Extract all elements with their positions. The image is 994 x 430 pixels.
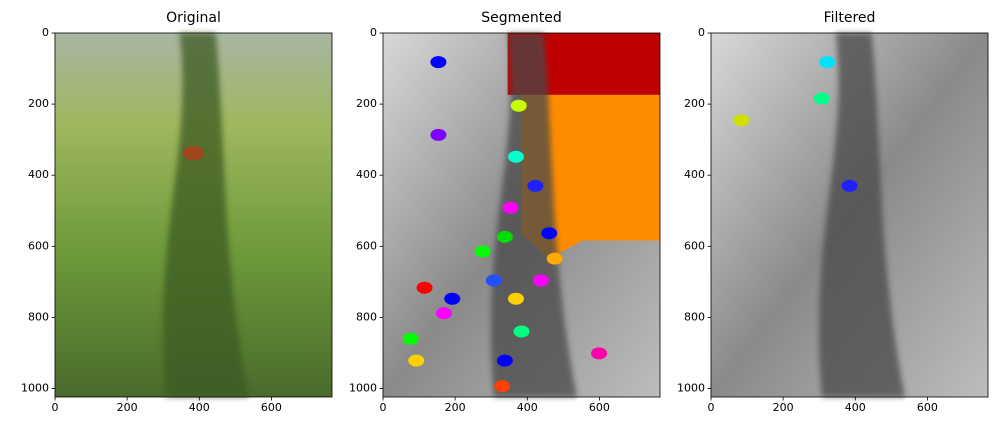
segment-blob <box>430 128 447 141</box>
y-tick-label: 400 <box>356 168 377 181</box>
y-tick-label: 800 <box>356 310 377 323</box>
y-tick-label: 0 <box>370 26 377 39</box>
x-tick-label: 600 <box>589 401 610 414</box>
x-tick-label: 200 <box>773 401 794 414</box>
segment-blob <box>541 227 558 240</box>
x-tick-label: 200 <box>117 401 138 414</box>
y-tick-label: 0 <box>42 26 49 39</box>
segment-blob <box>402 332 419 345</box>
x-tick-label: 600 <box>917 401 938 414</box>
x-tick-label: 600 <box>261 401 282 414</box>
segment-blob <box>813 92 830 105</box>
segment-blob <box>408 354 425 367</box>
y-tick-label: 400 <box>28 168 49 181</box>
segment-blob <box>527 179 544 192</box>
segment-blob <box>502 201 519 214</box>
axes-frame <box>54 32 333 398</box>
segment-blob <box>496 354 513 367</box>
segment-blob <box>841 179 858 192</box>
y-tick-label: 200 <box>28 97 49 110</box>
segment-blob <box>496 230 513 243</box>
segment-blob <box>513 325 530 338</box>
segment-blob <box>591 347 608 360</box>
segment-blob <box>435 307 452 320</box>
plant <box>162 33 249 397</box>
panel-title: Segmented <box>481 10 562 26</box>
y-tick-label: 200 <box>684 97 705 110</box>
x-tick-label: 400 <box>845 401 866 414</box>
segment-blob <box>444 292 461 305</box>
image-panel <box>383 33 660 397</box>
panel-title: Original <box>166 10 221 26</box>
y-tick-label: 800 <box>684 310 705 323</box>
y-tick-label: 600 <box>356 239 377 252</box>
x-tick-label: 200 <box>445 401 466 414</box>
segment-blob <box>416 281 433 294</box>
x-tick-label: 0 <box>708 401 715 414</box>
y-tick-label: 1000 <box>677 381 705 394</box>
segment-blob <box>494 380 511 393</box>
x-tick-label: 0 <box>52 401 59 414</box>
segment-region <box>521 94 660 259</box>
x-tick-label: 400 <box>517 401 538 414</box>
y-tick-label: 1000 <box>349 381 377 394</box>
segment-blob <box>507 150 524 163</box>
segment-blob <box>507 292 524 305</box>
segment-blob <box>733 114 750 127</box>
y-tick-label: 800 <box>28 310 49 323</box>
plant <box>818 33 905 397</box>
segment-blob <box>474 245 491 258</box>
y-tick-label: 200 <box>356 97 377 110</box>
ladybug <box>182 146 205 161</box>
segment-blob <box>430 56 447 69</box>
y-tick-label: 0 <box>698 26 705 39</box>
segment-blob <box>819 56 836 69</box>
image-panel <box>55 33 332 397</box>
segment-blob <box>546 252 563 265</box>
axes-frame <box>710 32 989 398</box>
segment-blob <box>510 99 527 112</box>
axes-frame <box>382 32 661 398</box>
segment-blob <box>485 274 502 287</box>
y-tick-label: 400 <box>684 168 705 181</box>
image-panel <box>711 33 988 397</box>
segment-blob <box>532 274 549 287</box>
plant <box>490 33 577 397</box>
y-tick-label: 1000 <box>21 381 49 394</box>
x-tick-label: 400 <box>189 401 210 414</box>
y-tick-label: 600 <box>28 239 49 252</box>
panel-title: Filtered <box>824 10 876 26</box>
x-tick-label: 0 <box>380 401 387 414</box>
y-tick-label: 600 <box>684 239 705 252</box>
